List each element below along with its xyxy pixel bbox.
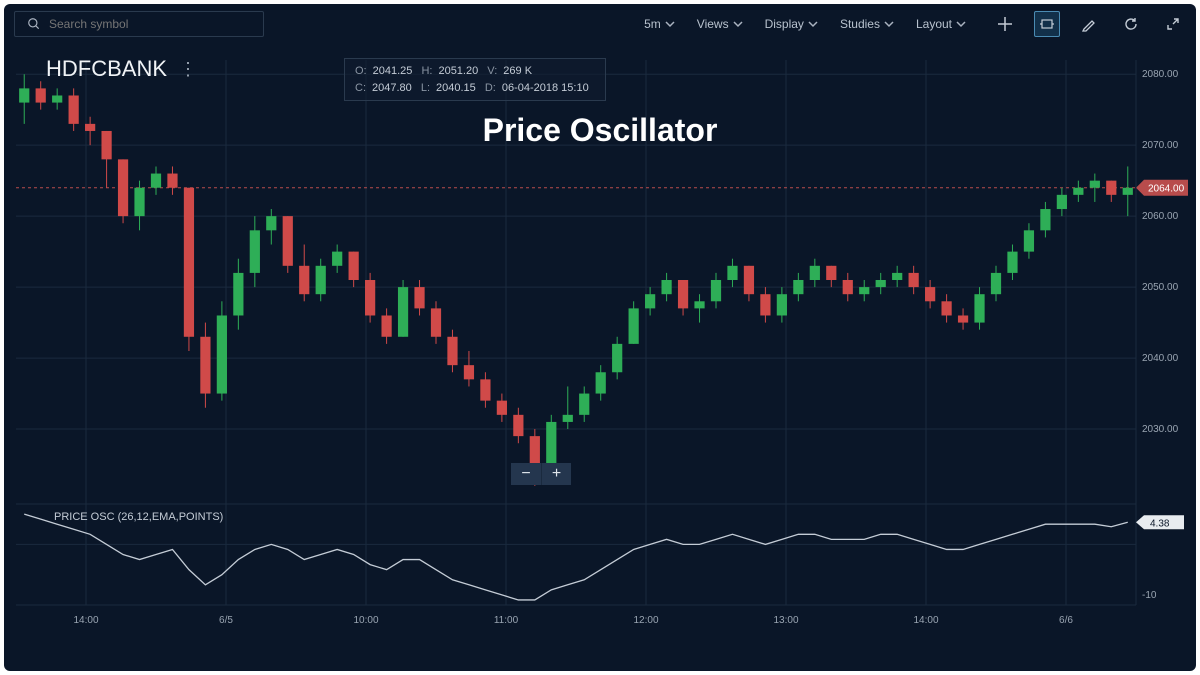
crosshair-button[interactable] [992,11,1018,37]
zoom-in-button[interactable]: + [541,463,571,485]
chevron-down-icon [884,19,894,29]
search-icon [27,17,41,31]
range-button[interactable] [1034,11,1060,37]
pencil-icon [1081,16,1097,32]
svg-text:PRICE OSC (26,12,EMA,POINTS): PRICE OSC (26,12,EMA,POINTS) [54,511,223,523]
menu-interval[interactable]: 5m [644,17,675,31]
menu-label: 5m [644,17,661,31]
search-input[interactable] [49,17,251,31]
svg-text:6/6: 6/6 [1059,615,1073,626]
ohlc-high: 2051.20 [438,65,478,77]
symbol-header: HDFCBANK ⋮ [46,56,197,82]
chevron-down-icon [808,19,818,29]
svg-text:14:00: 14:00 [73,615,98,626]
expand-button[interactable] [1160,11,1186,37]
menu-label: Studies [840,17,880,31]
svg-text:2080.00: 2080.00 [1142,69,1179,80]
svg-text:2060.00: 2060.00 [1142,211,1179,222]
overlay-title: Price Oscillator [483,112,718,149]
svg-text:2050.00: 2050.00 [1142,282,1179,293]
svg-text:12:00: 12:00 [633,615,658,626]
chevron-down-icon [665,19,675,29]
refresh-icon [1123,16,1139,32]
ohlc-low: 2040.15 [436,82,476,94]
svg-text:2030.00: 2030.00 [1142,424,1179,435]
symbol-name: HDFCBANK [46,56,167,82]
plus-icon [997,16,1013,32]
symbol-menu-dots[interactable]: ⋮ [179,59,197,80]
menu-layout[interactable]: Layout [916,17,966,31]
menu-label: Layout [916,17,952,31]
draw-button[interactable] [1076,11,1102,37]
svg-text:11:00: 11:00 [494,615,519,626]
svg-text:2040.00: 2040.00 [1142,353,1179,364]
toolbar: 5m Views Display Studies Layout [4,4,1196,44]
ohlc-row-1: O:2041.25 H:2051.20 V:269 K [355,63,595,80]
ohlc-row-2: C:2047.80 L:2040.15 D:06-04-2018 15:10 [355,80,595,97]
svg-text:14:00: 14:00 [913,615,938,626]
menu-display[interactable]: Display [765,17,818,31]
menu-label: Views [697,17,729,31]
svg-text:2064.00: 2064.00 [1148,184,1185,195]
menu-views[interactable]: Views [697,17,743,31]
svg-text:-10: -10 [1142,590,1157,601]
ohlc-open: 2041.25 [373,65,413,77]
ohlc-date: 06-04-2018 15:10 [502,82,589,94]
zoom-out-button[interactable]: − [511,463,541,485]
tool-icons [992,11,1186,37]
refresh-button[interactable] [1118,11,1144,37]
svg-text:2070.00: 2070.00 [1142,140,1179,151]
zoom-controls: − + [511,463,571,485]
ohlc-close: 2047.80 [372,82,412,94]
svg-text:6/5: 6/5 [219,615,233,626]
search-box[interactable] [14,11,264,37]
expand-icon [1165,16,1181,32]
menu-group: 5m Views Display Studies Layout [644,17,966,31]
chevron-down-icon [956,19,966,29]
svg-text:10:00: 10:00 [353,615,378,626]
svg-text:4.38: 4.38 [1150,518,1170,529]
svg-text:13:00: 13:00 [773,615,798,626]
ohlc-box: O:2041.25 H:2051.20 V:269 K C:2047.80 L:… [344,58,606,101]
range-icon [1039,18,1055,30]
menu-label: Display [765,17,804,31]
chevron-down-icon [733,19,743,29]
ohlc-volume: 269 K [503,65,532,77]
menu-studies[interactable]: Studies [840,17,894,31]
